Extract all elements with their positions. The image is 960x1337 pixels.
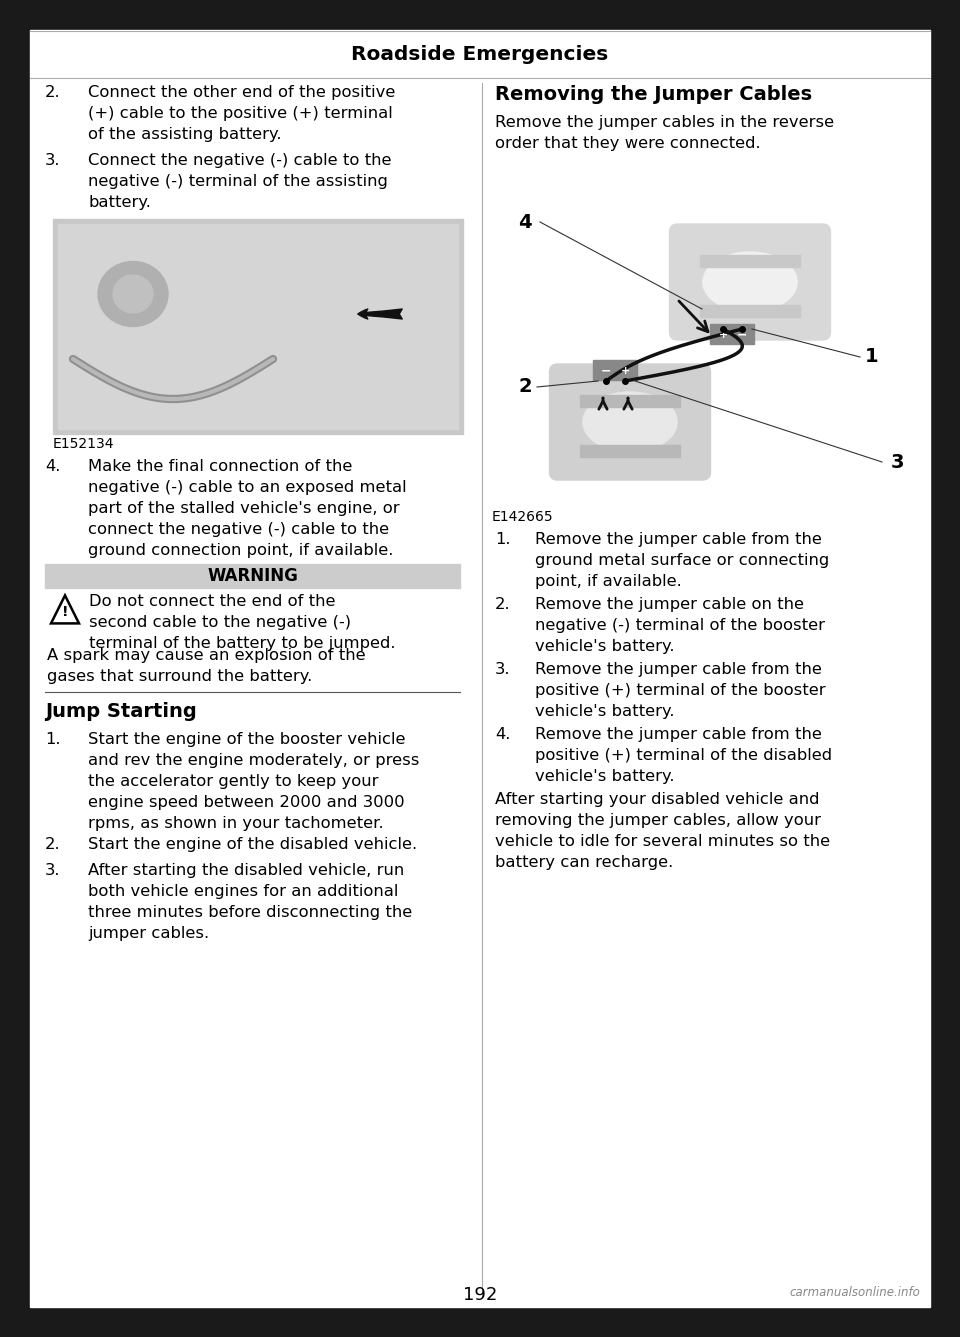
Ellipse shape — [98, 262, 168, 326]
Text: 2.: 2. — [45, 837, 60, 852]
Text: 1.: 1. — [495, 532, 511, 547]
Text: −: − — [736, 329, 747, 341]
Text: E142665: E142665 — [492, 509, 554, 524]
Text: 1.: 1. — [45, 731, 60, 747]
Text: WARNING: WARNING — [207, 567, 298, 586]
Text: Connect the other end of the positive
(+) cable to the positive (+) terminal
of : Connect the other end of the positive (+… — [88, 86, 396, 142]
Text: 2: 2 — [518, 377, 532, 397]
Text: Remove the jumper cable from the
positive (+) terminal of the booster
vehicle's : Remove the jumper cable from the positiv… — [535, 662, 826, 719]
Bar — [58, 225, 458, 429]
Text: E152134: E152134 — [53, 437, 114, 451]
Text: After starting your disabled vehicle and
removing the jumper cables, allow your
: After starting your disabled vehicle and… — [495, 792, 830, 870]
Text: +: + — [620, 366, 630, 376]
Text: 3.: 3. — [495, 662, 511, 677]
Text: Start the engine of the booster vehicle
and rev the engine moderately, or press
: Start the engine of the booster vehicle … — [88, 731, 420, 832]
Text: 3.: 3. — [45, 152, 60, 168]
Text: Make the final connection of the
negative (-) cable to an exposed metal
part of : Make the final connection of the negativ… — [88, 459, 407, 558]
Text: Remove the jumper cable from the
ground metal surface or connecting
point, if av: Remove the jumper cable from the ground … — [535, 532, 829, 590]
Text: 3.: 3. — [45, 862, 60, 878]
Text: After starting the disabled vehicle, run
both vehicle engines for an additional
: After starting the disabled vehicle, run… — [88, 862, 412, 941]
Text: +: + — [718, 330, 728, 340]
Bar — [580, 394, 680, 406]
FancyBboxPatch shape — [669, 225, 830, 340]
Text: 4.: 4. — [45, 459, 60, 475]
Bar — [710, 324, 754, 344]
Text: Jump Starting: Jump Starting — [45, 702, 197, 721]
Text: 1: 1 — [865, 348, 878, 366]
Text: 4.: 4. — [495, 727, 511, 742]
Text: 2.: 2. — [45, 86, 60, 100]
Text: 4: 4 — [518, 213, 532, 231]
Text: Start the engine of the disabled vehicle.: Start the engine of the disabled vehicle… — [88, 837, 418, 852]
Bar — [53, 219, 463, 435]
Bar — [593, 360, 637, 380]
Bar — [700, 255, 800, 267]
Ellipse shape — [583, 392, 677, 452]
Text: Roadside Emergencies: Roadside Emergencies — [351, 44, 609, 63]
Text: Connect the negative (-) cable to the
negative (-) terminal of the assisting
bat: Connect the negative (-) cable to the ne… — [88, 152, 392, 210]
Text: Remove the jumper cables in the reverse
order that they were connected.: Remove the jumper cables in the reverse … — [495, 115, 834, 151]
Text: 3: 3 — [890, 452, 903, 472]
Ellipse shape — [703, 251, 797, 312]
Bar — [700, 305, 800, 317]
FancyBboxPatch shape — [549, 364, 710, 480]
Bar — [490, 167, 927, 507]
Bar — [45, 564, 460, 588]
Text: Remove the jumper cable from the
positive (+) terminal of the disabled
vehicle's: Remove the jumper cable from the positiv… — [535, 727, 832, 783]
Text: !: ! — [61, 606, 68, 619]
Text: Removing the Jumper Cables: Removing the Jumper Cables — [495, 86, 812, 104]
Text: carmanualsonline.info: carmanualsonline.info — [789, 1286, 920, 1300]
Text: Do not connect the end of the
second cable to the negative (-)
terminal of the b: Do not connect the end of the second cab… — [89, 594, 396, 651]
Text: A spark may cause an explosion of the
gases that surround the battery.: A spark may cause an explosion of the ga… — [47, 648, 366, 685]
Text: −: − — [601, 365, 612, 377]
Text: 2.: 2. — [495, 598, 511, 612]
Text: 192: 192 — [463, 1286, 497, 1304]
Bar — [580, 445, 680, 457]
Text: Remove the jumper cable on the
negative (-) terminal of the booster
vehicle's ba: Remove the jumper cable on the negative … — [535, 598, 825, 654]
Ellipse shape — [113, 275, 153, 313]
